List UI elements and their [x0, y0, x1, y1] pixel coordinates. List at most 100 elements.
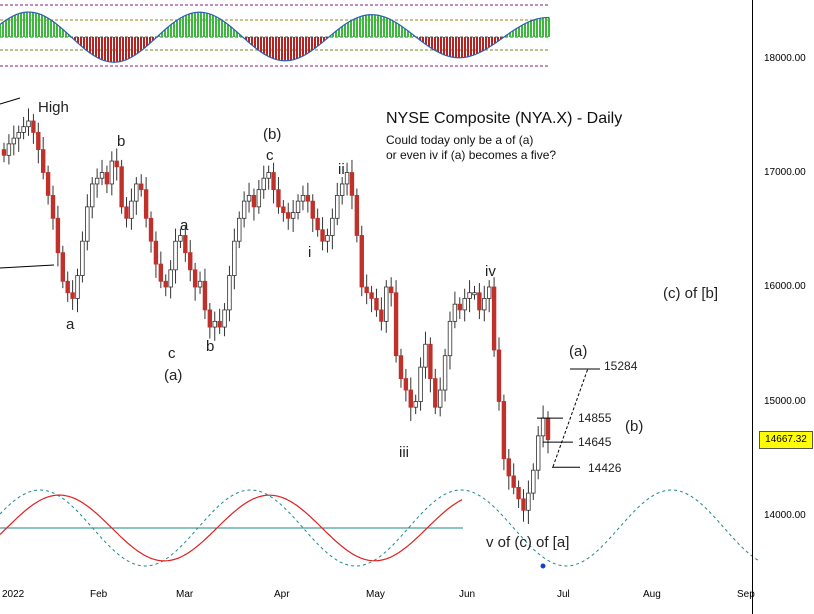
- price-panel: [0, 97, 551, 525]
- candle-body: [281, 206, 286, 213]
- candle-body: [188, 252, 193, 271]
- candle-body: [256, 189, 262, 208]
- cycle-projection-curve: [0, 489, 761, 567]
- candle-body: [104, 172, 110, 185]
- candle-body: [168, 269, 173, 288]
- candle-body: [134, 183, 139, 202]
- candle-body: [109, 160, 115, 185]
- candle-body: [408, 389, 413, 408]
- candle-body: [335, 194, 340, 219]
- right-price-axis: [752, 0, 814, 614]
- candle-body: [227, 275, 232, 311]
- wave-label-iv: iv: [485, 263, 496, 280]
- wave-label-c: c: [168, 345, 176, 362]
- candle-body: [413, 401, 418, 408]
- candle-body: [457, 303, 462, 311]
- candle-body: [26, 120, 31, 128]
- candle-body: [477, 292, 482, 311]
- candle-body: [320, 229, 325, 242]
- candle-body: [266, 172, 271, 179]
- indicator-signal-line: [0, 11, 550, 63]
- candle-body: [158, 263, 164, 282]
- chart-title: NYSE Composite (NYA.X) - Daily: [386, 110, 623, 127]
- x-tick-label: Apr: [274, 589, 290, 600]
- candle-body: [516, 486, 521, 500]
- candle-body: [197, 280, 203, 288]
- wave-label-c-minor: c: [266, 147, 274, 164]
- wave-label-paren-a: (a): [164, 367, 183, 384]
- candle-body: [75, 275, 80, 299]
- candle-body: [80, 240, 85, 276]
- candle-body: [330, 217, 335, 236]
- chart-subtitle: Could today only be a of (a) or even iv …: [386, 133, 556, 163]
- candle-body: [428, 343, 433, 379]
- wave-label-c-of-b: (c) of [b]: [663, 285, 719, 302]
- candle-body: [344, 172, 350, 185]
- candle-body: [183, 235, 188, 254]
- projection-levels: [537, 368, 600, 468]
- candle-body: [521, 498, 526, 511]
- y-tick-label: 14000.00: [764, 510, 806, 521]
- wave-label-paren-b: (b): [263, 126, 282, 143]
- candle-body: [305, 194, 311, 202]
- candle-body: [501, 401, 507, 460]
- candle-body: [310, 200, 315, 219]
- candle-body: [45, 172, 51, 196]
- wave-label-b: b: [117, 133, 126, 150]
- wave-label-a-minor: a: [180, 217, 189, 234]
- candle-body: [486, 286, 492, 299]
- candle-body: [540, 417, 546, 437]
- candle-body: [202, 280, 208, 311]
- wave-label-iii: iii: [399, 444, 409, 461]
- last-price-marker: 14667.32: [759, 431, 813, 449]
- candle-body: [99, 172, 105, 179]
- candle-body: [251, 194, 257, 208]
- candle-body: [379, 309, 384, 322]
- candle-body: [491, 286, 497, 351]
- candle-body: [364, 286, 369, 294]
- candle-body: [472, 292, 477, 296]
- x-tick-label: May: [366, 589, 385, 600]
- candle-body: [246, 194, 252, 202]
- candle-body: [511, 475, 516, 488]
- candle-body: [212, 320, 217, 328]
- candle-body: [16, 132, 21, 139]
- wave-label-future-a: (a): [569, 343, 588, 360]
- level-label: 14426: [588, 461, 622, 475]
- candle-body: [369, 292, 374, 299]
- y-tick-label: 15000.00: [764, 396, 806, 407]
- candle-body: [506, 458, 511, 477]
- candle-body: [217, 320, 222, 328]
- candle-body: [349, 172, 355, 196]
- subtitle-line-1: Could today only be a of (a): [386, 133, 534, 147]
- candle-body: [276, 189, 281, 208]
- candle-body: [535, 435, 541, 471]
- wave-label-i: i: [308, 244, 312, 261]
- oscillator-line: [0, 494, 463, 562]
- candle-body: [482, 298, 487, 311]
- candle-body: [50, 194, 56, 219]
- candle-body: [545, 417, 551, 441]
- wave-label-ii: ii: [338, 161, 345, 178]
- candle-body: [374, 298, 379, 311]
- candle-body: [359, 235, 364, 288]
- level-label: 14855: [578, 411, 612, 425]
- candle-body: [139, 183, 144, 191]
- candle-body: [384, 286, 389, 322]
- candle-body: [437, 389, 443, 408]
- x-tick-label: Jun: [459, 589, 476, 600]
- candle-body: [295, 200, 301, 213]
- trend-line-fragment: [0, 264, 55, 269]
- candle-body: [232, 240, 237, 276]
- candle-body: [1, 149, 7, 156]
- candle-body: [315, 217, 320, 231]
- candle-body: [261, 177, 266, 191]
- candle-body: [398, 355, 404, 380]
- wave-label-v-of-c-of-a: v of (c) of [a]: [486, 534, 570, 551]
- candle-body: [462, 298, 467, 311]
- upper-indicator-panel: [0, 4, 550, 67]
- level-label: 15284: [604, 359, 638, 373]
- candle-body: [94, 177, 100, 185]
- candle-body: [129, 200, 134, 219]
